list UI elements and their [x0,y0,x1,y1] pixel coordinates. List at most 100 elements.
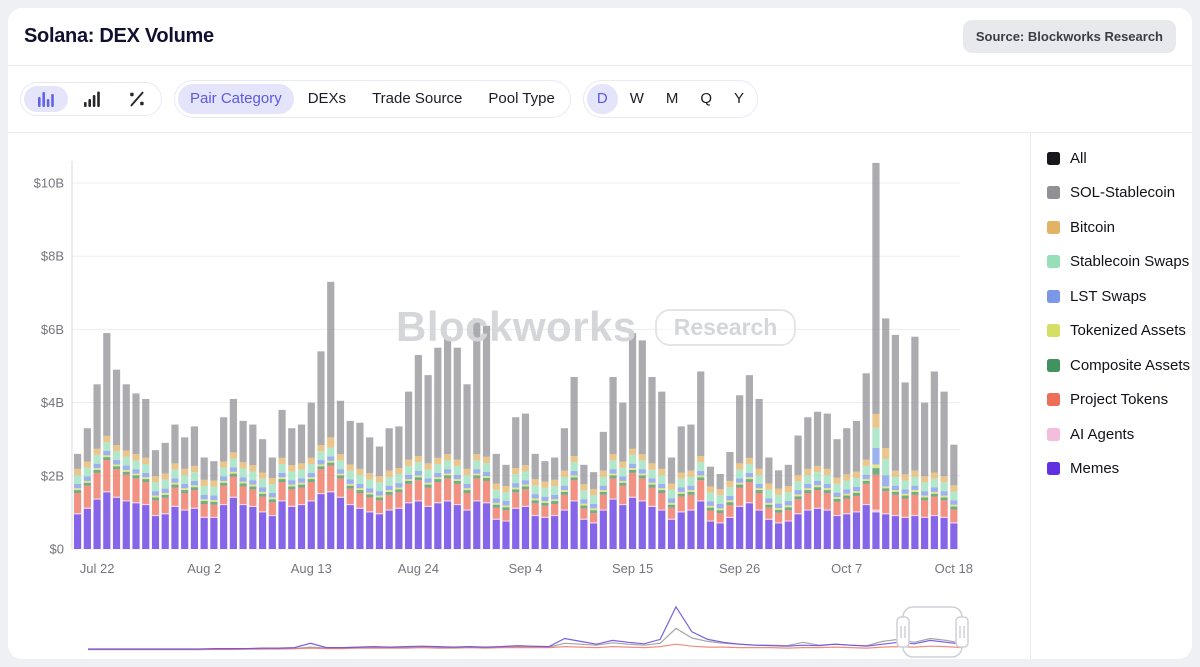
bar-segment[interactable] [103,450,111,456]
bar-segment[interactable] [492,518,500,520]
bar-segment[interactable] [706,486,715,493]
bar-segment[interactable] [590,508,598,511]
bar-segment[interactable] [346,505,354,549]
bar-segment[interactable] [774,494,783,504]
bar-segment[interactable] [697,501,705,549]
bar-segment[interactable] [336,473,345,476]
bar-segment[interactable] [395,492,403,508]
bar-segment[interactable] [424,469,432,479]
bar-segment[interactable] [872,447,880,465]
bar-segment[interactable] [122,474,130,501]
bar-segment[interactable] [531,494,539,499]
bar-segment[interactable] [473,478,481,501]
bar-segment[interactable] [609,376,617,455]
bar-segment[interactable] [755,398,763,469]
bar-segment[interactable] [891,470,900,477]
bar-segment[interactable] [112,497,121,549]
bar-segment[interactable] [862,503,870,506]
bar-segment[interactable] [385,476,393,486]
bar-segment[interactable] [307,501,315,549]
bar-segment[interactable] [142,477,150,480]
bar-segment[interactable] [599,485,607,491]
bar-segment[interactable] [200,501,208,504]
bar-segment[interactable] [297,478,306,483]
bar-segment[interactable] [891,491,900,495]
bar-segment[interactable] [716,495,724,504]
bar-segment[interactable] [482,325,491,457]
bar-segment[interactable] [687,494,695,510]
bar-segment[interactable] [268,499,276,503]
bar-segment[interactable] [200,479,208,487]
bar-segment[interactable] [473,475,481,479]
bar-segment[interactable] [794,435,802,476]
bar-segment[interactable] [142,398,150,458]
bar-segment[interactable] [658,490,666,493]
bar-segment[interactable] [346,479,354,484]
bar-segment[interactable] [375,482,384,492]
bar-segment[interactable] [804,468,812,476]
bar-segment[interactable] [74,493,82,514]
bar-segment[interactable] [891,334,900,471]
bar-segment[interactable] [229,471,237,474]
bar-segment[interactable] [473,318,481,455]
bar-segment[interactable] [112,369,121,446]
bar-segment[interactable] [872,413,880,428]
bar-segment[interactable] [755,483,763,489]
legend-item-composite-assets[interactable]: Composite Assets [1047,354,1192,376]
bar-segment[interactable] [570,475,578,478]
bar-segment[interactable] [521,413,530,466]
bar-segment[interactable] [327,437,335,448]
bar-segment[interactable] [697,475,705,478]
bar-segment[interactable] [463,384,471,469]
bar-segment[interactable] [833,477,841,484]
bar-segment[interactable] [706,521,715,549]
bar-segment[interactable] [239,477,247,482]
bar-segment[interactable] [755,509,763,511]
bar-segment[interactable] [872,162,880,414]
bar-segment[interactable] [317,464,325,467]
bar-segment[interactable] [375,495,384,498]
bar-segment[interactable] [745,503,753,549]
bar-segment[interactable] [765,507,773,519]
bar-segment[interactable] [774,470,783,489]
bar-segment[interactable] [443,475,452,479]
bar-segment[interactable] [687,485,695,491]
bar-segment[interactable] [112,464,121,467]
bar-segment[interactable] [103,455,111,458]
bar-segment[interactable] [161,479,169,489]
bar-segment[interactable] [531,479,539,486]
bar-segment[interactable] [628,497,637,549]
bar-segment[interactable] [190,465,199,473]
bar-segment[interactable] [677,478,685,488]
bar-segment[interactable] [171,463,179,470]
bar-segment[interactable] [93,499,101,549]
bar-segment[interactable] [843,495,851,499]
bar-segment[interactable] [200,457,208,480]
bar-segment[interactable] [258,512,267,549]
bar-segment[interactable] [726,505,734,517]
bar-segment[interactable] [619,461,627,468]
bar-segment[interactable] [74,475,82,484]
bar-segment[interactable] [609,454,617,461]
bar-segment[interactable] [658,488,666,491]
bar-segment[interactable] [755,493,763,510]
bar-segment[interactable] [590,523,598,549]
legend-item-memes[interactable]: Memes [1047,458,1192,480]
bar-segment[interactable] [940,391,948,477]
bar-segment[interactable] [288,471,296,481]
bar-segment[interactable] [804,475,812,484]
bar-segment[interactable] [823,483,831,489]
bar-segment[interactable] [434,503,442,549]
bar-segment[interactable] [258,511,267,513]
bar-segment[interactable] [648,482,656,485]
bar-segment[interactable] [434,502,442,504]
bar-segment[interactable] [239,503,247,506]
bar-segment[interactable] [210,480,218,487]
bar-segment[interactable] [336,400,345,455]
bar-segment[interactable] [677,426,685,473]
bar-segment[interactable] [190,426,199,466]
bar-segment[interactable] [901,493,909,496]
bar-segment[interactable] [687,476,695,486]
bar-segment[interactable] [278,472,286,478]
bar-segment[interactable] [628,448,637,455]
